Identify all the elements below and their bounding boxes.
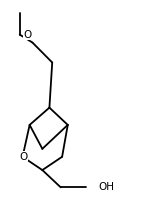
Text: OH: OH [98,182,114,192]
Text: O: O [23,29,32,40]
Text: O: O [19,152,27,162]
